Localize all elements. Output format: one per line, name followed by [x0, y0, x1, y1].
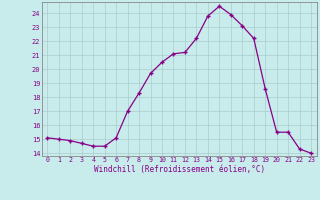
- X-axis label: Windchill (Refroidissement éolien,°C): Windchill (Refroidissement éolien,°C): [94, 165, 265, 174]
